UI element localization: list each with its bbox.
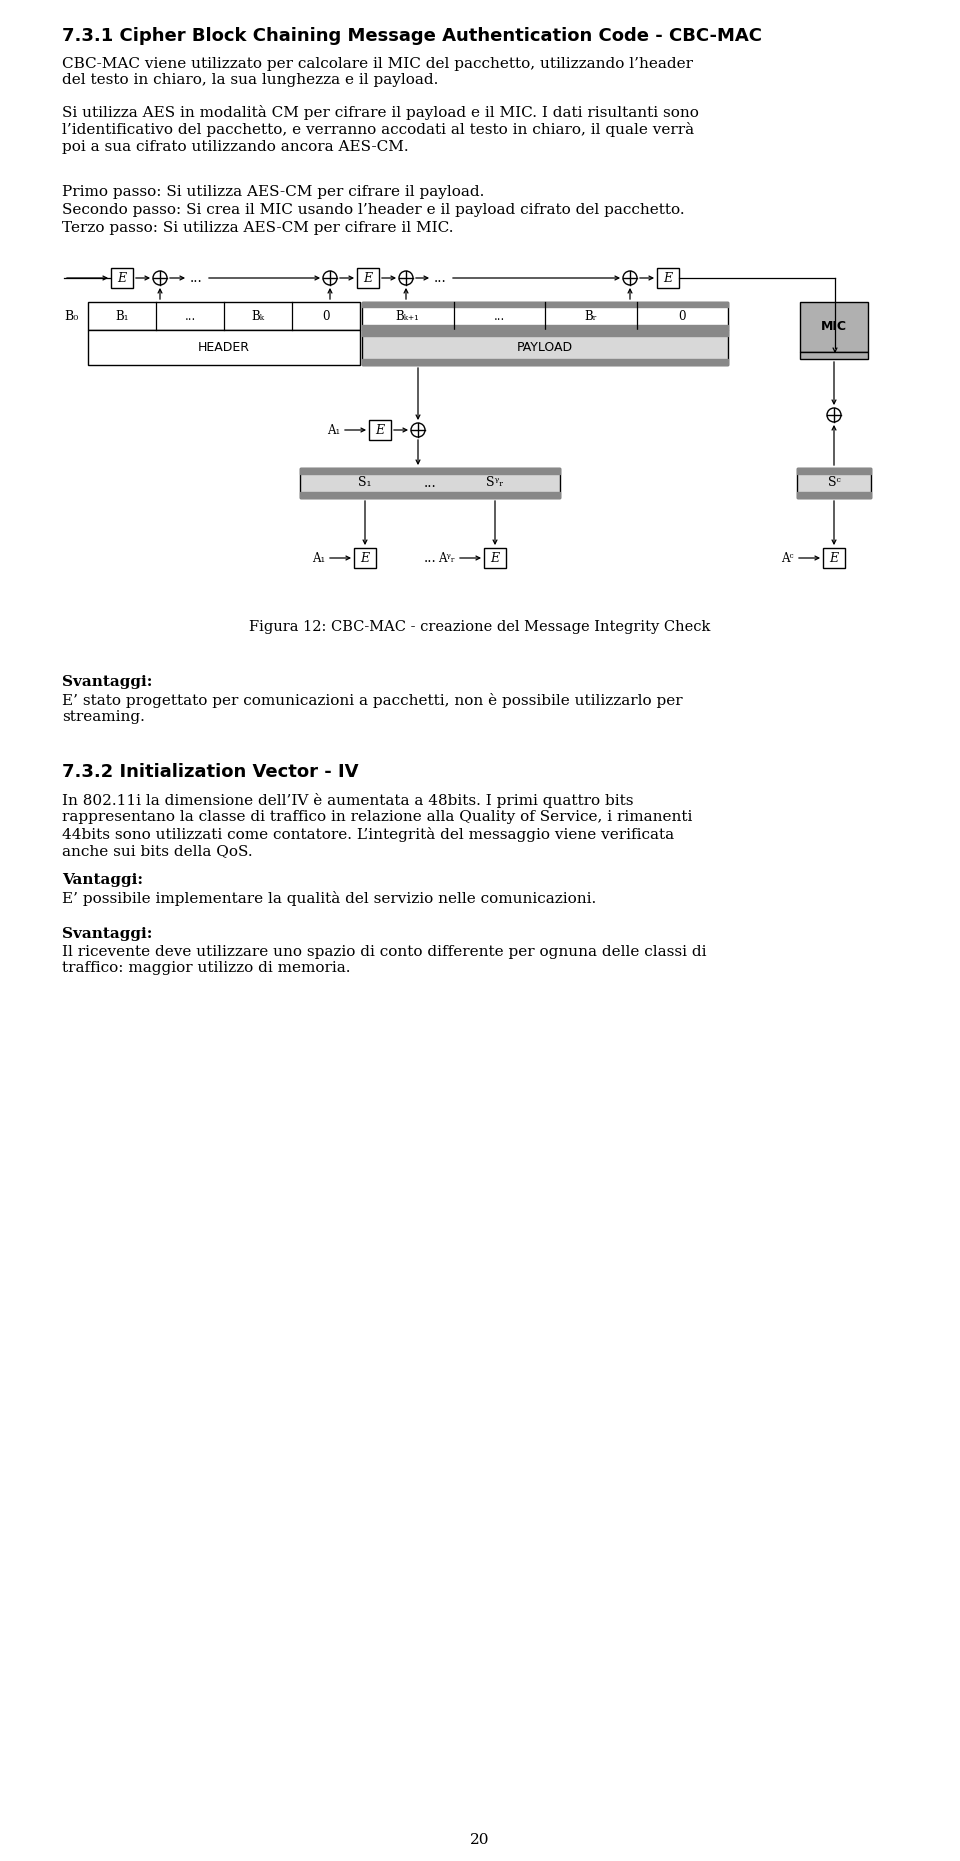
Text: CBC-MAC viene utilizzato per calcolare il MIC del pacchetto, utilizzando l’heade: CBC-MAC viene utilizzato per calcolare i… bbox=[62, 58, 693, 87]
Text: Vantaggi:: Vantaggi: bbox=[62, 873, 143, 888]
Bar bbox=[357, 268, 379, 288]
Text: ...: ... bbox=[190, 272, 203, 285]
Bar bbox=[362, 326, 728, 329]
Text: 0: 0 bbox=[679, 309, 686, 322]
Text: ...: ... bbox=[434, 272, 446, 285]
Bar bbox=[362, 359, 728, 365]
Text: Figura 12: CBC-MAC - creazione del Message Integrity Check: Figura 12: CBC-MAC - creazione del Messa… bbox=[250, 620, 710, 635]
Bar bbox=[300, 467, 560, 475]
Text: E’ possibile implementare la qualità del servizio nelle comunicazioni.: E’ possibile implementare la qualità del… bbox=[62, 891, 596, 906]
Circle shape bbox=[827, 408, 841, 422]
Bar bbox=[657, 268, 679, 288]
Bar bbox=[800, 301, 868, 352]
Text: ...: ... bbox=[184, 309, 196, 322]
Text: Sᶜ: Sᶜ bbox=[828, 476, 840, 489]
Text: 20: 20 bbox=[470, 1833, 490, 1846]
Bar bbox=[300, 467, 560, 499]
Text: E: E bbox=[829, 551, 839, 564]
Bar bbox=[484, 547, 506, 568]
Circle shape bbox=[623, 272, 637, 285]
Circle shape bbox=[153, 272, 167, 285]
Bar bbox=[362, 301, 728, 329]
Text: Il ricevente deve utilizzare uno spazio di conto differente per ognuna delle cla: Il ricevente deve utilizzare uno spazio … bbox=[62, 945, 707, 975]
Circle shape bbox=[399, 272, 413, 285]
Bar bbox=[797, 491, 871, 499]
Text: Secondo passo: Si crea il MIC usando l’header e il payload cifrato del pacchetto: Secondo passo: Si crea il MIC usando l’h… bbox=[62, 203, 684, 218]
Text: HEADER: HEADER bbox=[198, 341, 250, 354]
Text: Bᵣ: Bᵣ bbox=[585, 309, 597, 322]
Text: E: E bbox=[117, 272, 127, 285]
Text: In 802.11i la dimensione dell’IV è aumentata a 48bits. I primi quattro bits
rapp: In 802.11i la dimensione dell’IV è aumen… bbox=[62, 793, 692, 858]
Bar bbox=[797, 467, 871, 499]
Text: Si utilizza AES in modalità CM per cifrare il payload e il MIC. I dati risultant: Si utilizza AES in modalità CM per cifra… bbox=[62, 104, 699, 154]
Text: MIC: MIC bbox=[821, 320, 847, 333]
Text: 7.3.2 Initialization Vector - IV: 7.3.2 Initialization Vector - IV bbox=[62, 763, 358, 782]
Text: E: E bbox=[364, 272, 372, 285]
Bar bbox=[362, 329, 728, 365]
Text: B₁: B₁ bbox=[115, 309, 129, 322]
Bar bbox=[800, 352, 868, 359]
Text: Bₖ₊₁: Bₖ₊₁ bbox=[396, 309, 420, 322]
Text: Aᶜ: Aᶜ bbox=[781, 551, 794, 564]
Bar bbox=[88, 329, 360, 365]
Text: E: E bbox=[360, 551, 370, 564]
Bar bbox=[797, 467, 871, 475]
Text: Svantaggi:: Svantaggi: bbox=[62, 927, 153, 942]
Circle shape bbox=[411, 422, 425, 437]
Bar bbox=[369, 421, 391, 439]
Text: Aᵞᵣ: Aᵞᵣ bbox=[438, 551, 455, 564]
Text: Primo passo: Si utilizza AES-CM per cifrare il payload.: Primo passo: Si utilizza AES-CM per cifr… bbox=[62, 184, 485, 199]
Text: B₀: B₀ bbox=[64, 309, 79, 322]
Text: Terzo passo: Si utilizza AES-CM per cifrare il MIC.: Terzo passo: Si utilizza AES-CM per cifr… bbox=[62, 221, 453, 234]
Text: Svantaggi:: Svantaggi: bbox=[62, 676, 153, 689]
Circle shape bbox=[323, 272, 337, 285]
Text: 7.3.1 Cipher Block Chaining Message Authentication Code - CBC-MAC: 7.3.1 Cipher Block Chaining Message Auth… bbox=[62, 28, 762, 45]
Text: 0: 0 bbox=[323, 309, 329, 322]
Text: E: E bbox=[491, 551, 499, 564]
Text: Sᵞᵣ: Sᵞᵣ bbox=[486, 476, 504, 489]
Text: ...: ... bbox=[493, 309, 505, 322]
Bar bbox=[300, 491, 560, 499]
Text: E’ stato progettato per comunicazioni a pacchetti, non è possibile utilizzarlo p: E’ stato progettato per comunicazioni a … bbox=[62, 692, 683, 724]
Text: PAYLOAD: PAYLOAD bbox=[516, 341, 573, 354]
Text: S₁: S₁ bbox=[358, 476, 372, 489]
Text: E: E bbox=[663, 272, 673, 285]
Text: A₁: A₁ bbox=[312, 551, 325, 564]
Text: ...: ... bbox=[423, 551, 437, 566]
Bar bbox=[111, 268, 133, 288]
Bar bbox=[354, 547, 376, 568]
Text: E: E bbox=[375, 424, 385, 437]
Bar bbox=[362, 301, 728, 307]
Bar bbox=[88, 301, 360, 329]
Bar bbox=[823, 547, 845, 568]
Text: ...: ... bbox=[423, 476, 437, 489]
Bar bbox=[362, 329, 728, 337]
Text: A₁: A₁ bbox=[326, 424, 340, 437]
Text: Bₖ: Bₖ bbox=[252, 309, 265, 322]
